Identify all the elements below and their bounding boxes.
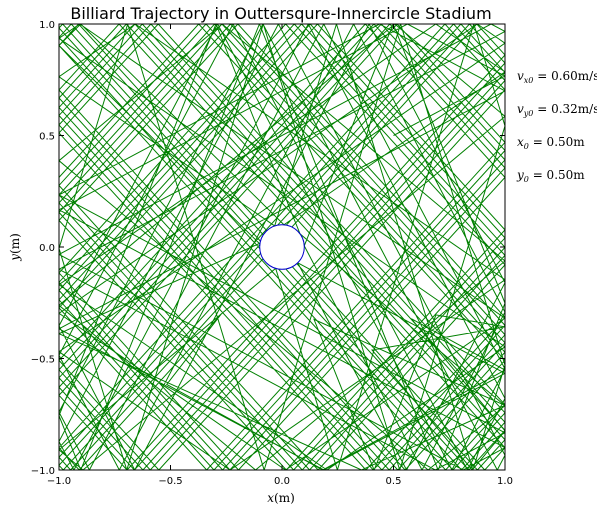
x-tick-label: −1.0: [47, 476, 71, 487]
x-axis-label: x(m): [267, 491, 295, 505]
chart-title: Billiard Trajectory in Outtersqure-Inner…: [70, 4, 491, 23]
y-tick-label: 0.0: [39, 243, 55, 254]
trajectory-line: [59, 24, 505, 470]
plot-area: [58, 23, 506, 471]
y-tick-label: −0.5: [31, 355, 55, 366]
y-axis-label: y(m): [8, 233, 22, 262]
y-tick-label: 0.5: [39, 132, 55, 143]
initial-condition-label: vy0 = 0.32m/s: [517, 102, 597, 118]
axis-ticks: −1.0−1.0 −0.5 −0.5 0.0 0.0 0.5 0.5 1.0 1.0: [31, 20, 513, 487]
initial-condition-label: vx0 = 0.60m/s: [517, 69, 597, 85]
initial-condition-label: y0 = 0.50m: [516, 168, 585, 184]
inner-circle: [259, 224, 305, 270]
initial-conditions: vx0 = 0.60m/s vy0 = 0.32m/s x0 = 0.50m y0 =…: [516, 69, 597, 184]
x-tick-label: 0.0: [274, 476, 290, 487]
x-tick-label: 1.0: [497, 476, 513, 487]
x-tick-label: 0.5: [386, 476, 402, 487]
y-tick-label: −1.0: [31, 466, 55, 477]
x-tick-label: −0.5: [158, 476, 182, 487]
y-tick-label: 1.0: [39, 20, 55, 31]
initial-condition-label: x0 = 0.50m: [517, 135, 585, 151]
